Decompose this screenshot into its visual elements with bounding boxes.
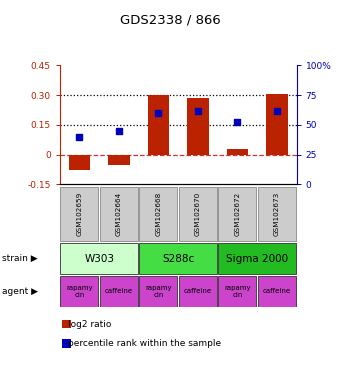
Text: W303: W303 [84, 254, 114, 264]
Bar [187, 98, 209, 155]
Bar [219, 187, 256, 242]
Bar [148, 95, 169, 155]
Text: caffeine: caffeine [263, 288, 291, 295]
Point [274, 108, 280, 114]
Bar [139, 187, 177, 242]
Text: rapamy
cin: rapamy cin [145, 285, 172, 298]
Bar [60, 243, 138, 274]
Bar [100, 187, 138, 242]
Bar [62, 320, 71, 328]
Text: rapamy
cin: rapamy cin [66, 285, 93, 298]
Text: rapamy
cin: rapamy cin [224, 285, 251, 298]
Point [77, 134, 82, 140]
Bar [219, 276, 256, 307]
Text: S288c: S288c [162, 254, 194, 264]
Text: GSM102670: GSM102670 [195, 192, 201, 236]
Text: GSM102673: GSM102673 [274, 192, 280, 236]
Text: log2 ratio: log2 ratio [68, 320, 112, 329]
Bar [62, 339, 71, 348]
Text: strain ▶: strain ▶ [2, 254, 37, 263]
Bar [139, 243, 217, 274]
Text: GSM102664: GSM102664 [116, 192, 122, 236]
Point [235, 119, 240, 126]
Text: Sigma 2000: Sigma 2000 [226, 254, 288, 264]
Text: GDS2338 / 866: GDS2338 / 866 [120, 13, 221, 26]
Point [195, 108, 201, 114]
Bar [219, 243, 296, 274]
Point [116, 127, 122, 134]
Text: caffeine: caffeine [105, 288, 133, 295]
Bar [60, 187, 99, 242]
Text: GSM102672: GSM102672 [234, 192, 240, 236]
Bar [258, 276, 296, 307]
Bar [108, 155, 130, 166]
Text: agent ▶: agent ▶ [2, 287, 38, 296]
Bar [258, 187, 296, 242]
Text: GSM102659: GSM102659 [76, 192, 83, 236]
Bar [139, 276, 177, 307]
Point [156, 110, 161, 116]
Text: GSM102668: GSM102668 [155, 192, 161, 236]
Bar [100, 276, 138, 307]
Text: caffeine: caffeine [184, 288, 212, 295]
Bar [69, 155, 90, 170]
Bar [60, 276, 99, 307]
Text: percentile rank within the sample: percentile rank within the sample [68, 339, 221, 348]
Bar [179, 276, 217, 307]
Bar [226, 149, 248, 155]
Bar [266, 94, 288, 155]
Bar [179, 187, 217, 242]
